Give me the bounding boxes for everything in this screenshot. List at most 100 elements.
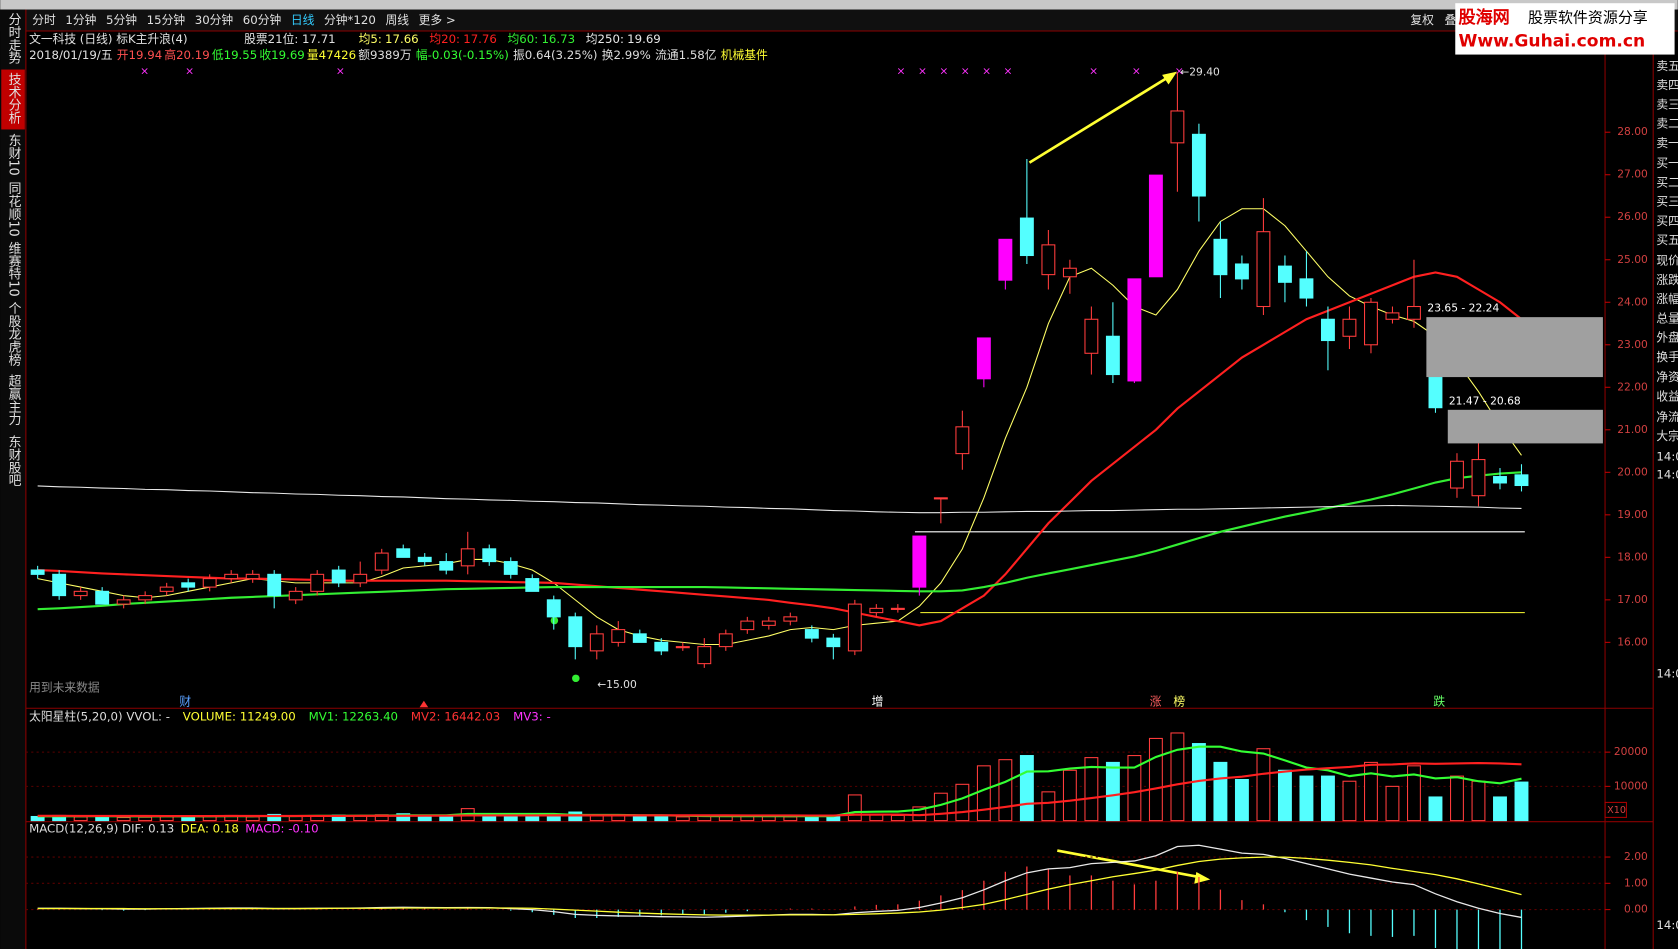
price-annotation: ←15.00 xyxy=(597,678,637,691)
volume-bar xyxy=(976,765,991,822)
period-tab[interactable]: 周线 xyxy=(385,13,409,27)
candle-body xyxy=(1234,263,1249,280)
volume-bar xyxy=(1342,780,1357,822)
quote-item: 高 xyxy=(164,48,176,62)
event-mark: × xyxy=(982,65,991,78)
info-label: 卖一 xyxy=(1656,136,1678,150)
candle-body xyxy=(869,607,884,614)
sidebar-tab[interactable]: 同花顺10 xyxy=(6,182,21,237)
period-tab[interactable]: 5分钟 xyxy=(106,13,137,27)
y-tick-label: 18.00 xyxy=(1617,550,1648,563)
volume-bar xyxy=(267,813,282,822)
volume-bar xyxy=(396,813,411,822)
period-tab[interactable]: 分钟*120 xyxy=(324,13,376,27)
volume-bar xyxy=(955,783,970,822)
watermark-box xyxy=(1455,3,1675,55)
candle-body xyxy=(1385,312,1400,320)
volume-bar xyxy=(1385,785,1400,822)
period-tab[interactable]: 日线 xyxy=(291,13,315,27)
watermark-url: Www.Guhai.com.cn xyxy=(1458,32,1645,52)
indicator-title: MV3: - xyxy=(513,709,551,723)
period-tab[interactable]: 更多 > xyxy=(419,13,456,27)
event-mark: × xyxy=(1175,65,1184,78)
volume-ma-line xyxy=(37,761,1522,818)
toolbar-button[interactable]: 叠 xyxy=(1445,13,1457,27)
y-tick-label: 23.00 xyxy=(1617,338,1648,351)
period-tab[interactable]: 15分钟 xyxy=(147,13,185,27)
volume-bar xyxy=(288,815,303,822)
info-label: 卖四 xyxy=(1656,78,1678,92)
info-label: 总量 xyxy=(1656,311,1678,325)
period-tab[interactable]: 30分钟 xyxy=(195,13,233,27)
indicator-title: MACD: -0.10 xyxy=(245,822,318,836)
candle-body xyxy=(546,599,561,618)
quote-item: 19.55 xyxy=(224,48,258,62)
ma-line xyxy=(37,271,1523,627)
candle-body xyxy=(933,497,948,500)
candle-body xyxy=(654,641,669,652)
y-tick-label: 20.00 xyxy=(1617,465,1648,478)
ma-line xyxy=(37,208,1522,646)
info-label: 大宗 xyxy=(1656,429,1678,443)
indicator-title: DEA: 0.18 xyxy=(181,822,239,836)
event-label: 财 xyxy=(179,694,191,708)
period-tab[interactable]: 60分钟 xyxy=(243,13,281,27)
quote-item: 量 xyxy=(307,48,319,62)
legend-entry: 17.66 xyxy=(385,32,419,46)
volume-bar xyxy=(1320,775,1335,822)
candle-body xyxy=(525,578,540,592)
sidebar-tab[interactable]: 个股龙虎榜 xyxy=(6,302,21,367)
event-mark: × xyxy=(1004,65,1013,78)
candle-body xyxy=(976,337,991,380)
sidebar-tab[interactable]: 东财10 xyxy=(6,134,21,176)
menu-strip xyxy=(0,0,1678,10)
sidebar-tab[interactable]: 东财股吧 xyxy=(6,435,21,487)
y-tick-label: 28.00 xyxy=(1617,125,1648,138)
event-label: 跌 xyxy=(1433,694,1445,708)
tab-bar xyxy=(0,9,1678,32)
legend-entry: 均20: xyxy=(429,32,460,46)
candle-body xyxy=(718,633,733,648)
candle-body xyxy=(740,620,755,631)
arrow-head xyxy=(1194,871,1211,884)
sidebar-tab[interactable]: 分时走势 xyxy=(6,13,21,66)
info-label: 收益 xyxy=(1656,389,1678,403)
candle-body xyxy=(396,548,411,558)
candle-body xyxy=(675,646,690,649)
quote-item: 19.69 xyxy=(271,48,305,62)
candle-body xyxy=(611,629,626,643)
y-tick-label: 1.00 xyxy=(1624,876,1648,889)
candle-body xyxy=(202,578,217,588)
candle-body xyxy=(568,616,583,648)
period-tab[interactable]: 分时 xyxy=(32,13,56,27)
volume-bar xyxy=(1041,791,1056,822)
signal-dot xyxy=(572,674,580,683)
quote-item: 收 xyxy=(259,48,271,62)
indicator-title: MV2: 16442.03 xyxy=(411,709,500,723)
period-tab[interactable]: 1分钟 xyxy=(65,13,96,27)
candle-body xyxy=(804,629,819,639)
candle-body xyxy=(1471,459,1486,497)
rank-label: 股票21位: 17.71 xyxy=(244,32,336,46)
sidebar-tab[interactable]: 超赢主力 xyxy=(6,374,21,427)
volume-bar xyxy=(1084,757,1099,822)
volume-bar xyxy=(1062,769,1077,822)
sidebar-tab[interactable]: 技术分析 xyxy=(6,73,21,125)
arrow-head xyxy=(1162,71,1178,85)
info-label: 卖三 xyxy=(1656,97,1678,111)
indicator-title: MACD(12,26,9) DIF: 0.13 xyxy=(29,822,174,836)
candle-body xyxy=(1407,305,1421,320)
quote-item: 20.19 xyxy=(176,48,210,62)
event-mark: × xyxy=(140,65,149,78)
candle-body xyxy=(159,586,174,592)
y-tick-label: 0.00 xyxy=(1624,903,1648,916)
candle-body xyxy=(826,637,841,648)
sidebar-tab[interactable]: 维赛特10 xyxy=(6,242,21,297)
volume-bar xyxy=(525,815,540,822)
toolbar-button[interactable]: 复权 xyxy=(1410,13,1434,27)
volume-bar xyxy=(611,815,626,822)
volume-bar xyxy=(1148,737,1163,822)
volume-bar xyxy=(654,815,669,822)
candle-body xyxy=(460,548,475,567)
